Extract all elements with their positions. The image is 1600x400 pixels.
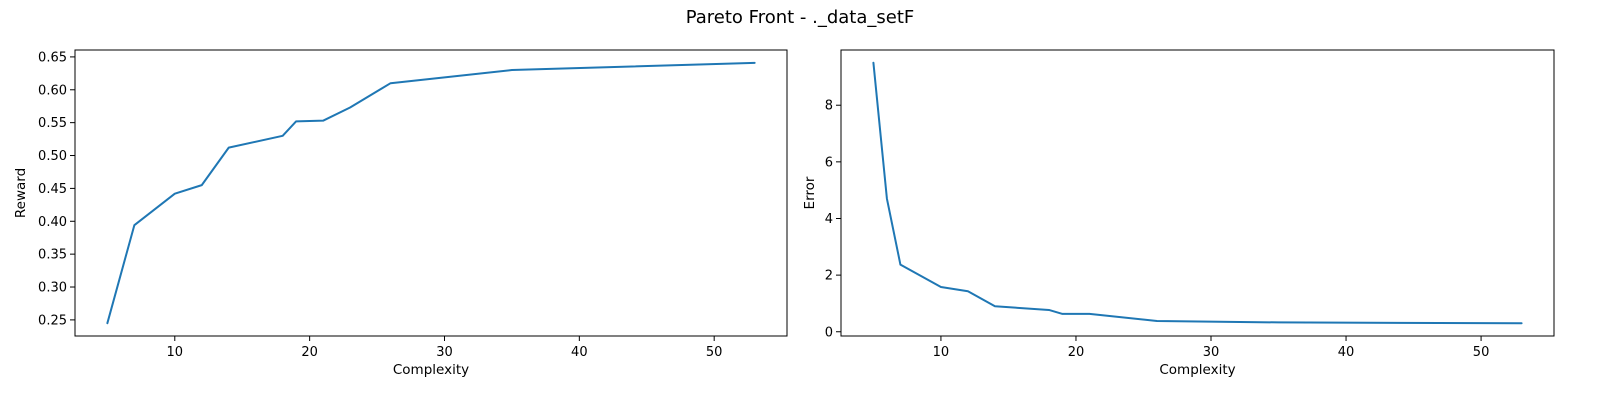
y-axis-label: Error <box>802 176 818 209</box>
y-tick-label: 0.65 <box>38 50 67 65</box>
y-tick-label: 0.35 <box>38 248 67 263</box>
x-axis-label: Complexity <box>393 362 469 378</box>
y-tick-label: 0.30 <box>38 281 67 296</box>
y-tick-label: 0.45 <box>38 182 67 197</box>
y-tick-label: 0.60 <box>38 83 67 98</box>
error-chart: 10 20 30 40 50 0 2 4 6 8 Complexity Error <box>802 49 1555 378</box>
y-tick-label: 2 <box>825 269 833 284</box>
y-tick-label: 0.50 <box>38 149 67 164</box>
x-tick-label: 50 <box>706 345 723 360</box>
y-tick-label: 0.55 <box>38 116 67 131</box>
reward-chart: 10 20 30 40 50 0.25 0.30 0.35 0.40 0.45 0.50 0.55 0.… <box>13 49 788 378</box>
series-line <box>106 61 756 325</box>
x-tick-label: 20 <box>301 345 318 360</box>
series-line <box>872 61 1523 325</box>
y-tick-label: 0.25 <box>38 313 67 328</box>
axes-frame <box>840 49 1555 337</box>
y-tick-label: 0.40 <box>38 215 67 230</box>
x-tick-label: 40 <box>1338 345 1355 360</box>
figure-title: Pareto Front - ._data_setF <box>686 7 915 28</box>
x-tick-label: 30 <box>1203 345 1220 360</box>
y-tick-label: 6 <box>825 155 833 170</box>
x-tick-label: 30 <box>436 345 453 360</box>
y-tick-label: 4 <box>825 212 833 227</box>
y-tick-label: 8 <box>825 99 833 114</box>
x-tick-label: 50 <box>1473 345 1490 360</box>
x-axis-label: Complexity <box>1159 362 1235 378</box>
axes-frame <box>74 49 788 337</box>
y-axis-label: Reward <box>13 168 29 218</box>
y-tick-label: 0 <box>825 325 833 340</box>
x-tick-label: 20 <box>1068 345 1085 360</box>
x-tick-label: 10 <box>933 345 950 360</box>
x-tick-label: 40 <box>571 345 588 360</box>
x-tick-label: 10 <box>167 345 184 360</box>
